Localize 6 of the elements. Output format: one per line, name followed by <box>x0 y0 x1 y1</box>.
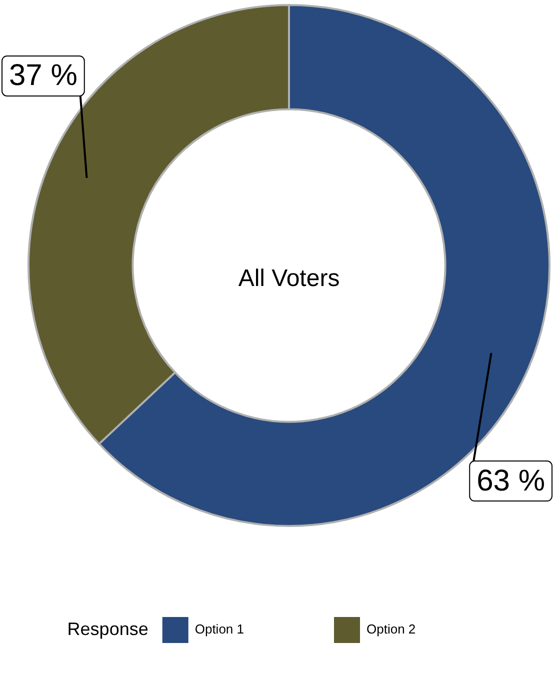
data-label: 63 % <box>476 464 546 498</box>
legend-title: Response <box>67 618 148 639</box>
text: All Voters <box>238 265 340 292</box>
data-label: 37 % <box>8 59 78 92</box>
legend-label: Option 2 <box>366 622 416 637</box>
legend-label: Option 1 <box>194 622 244 637</box>
